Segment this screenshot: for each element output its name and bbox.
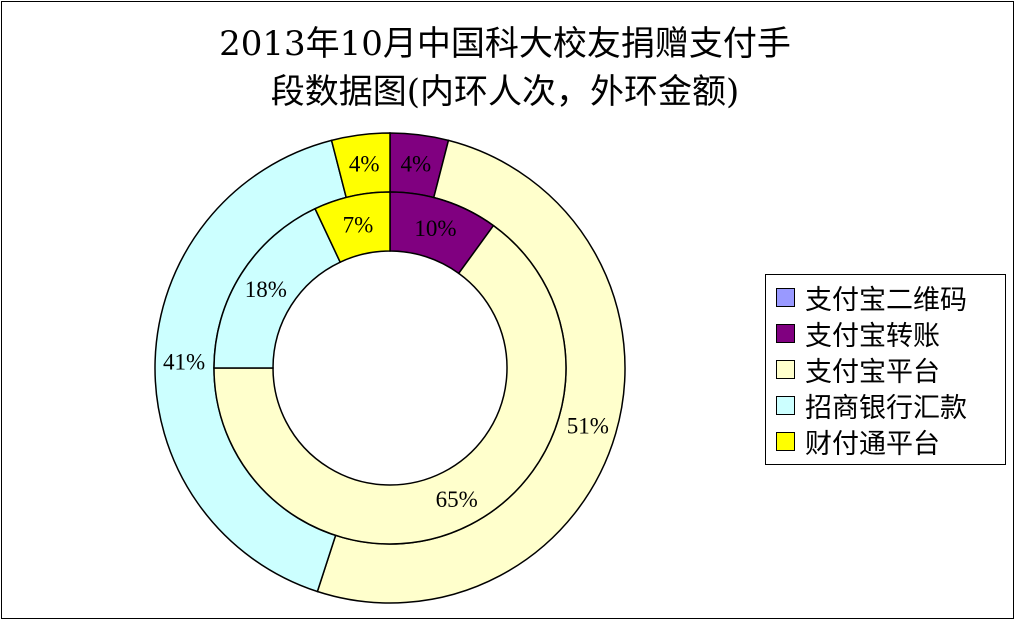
chart-title: 2013年10月中国科大校友捐赠支付手 段数据图(内环人次，外环金额) (140, 20, 870, 116)
data-label: 4% (400, 152, 431, 177)
chart-legend: 支付宝二维码 支付宝转账 支付宝平台 招商银行汇款 财付通平台 (765, 274, 1006, 465)
legend-label: 财付通平台 (805, 428, 940, 460)
legend-label: 招商银行汇款 (805, 392, 967, 424)
data-label: 4% (349, 152, 380, 177)
data-label: 41% (163, 350, 205, 375)
data-label: 18% (245, 277, 287, 302)
legend-swatch (776, 359, 795, 379)
data-label: 65% (436, 487, 478, 512)
legend-swatch (776, 287, 795, 307)
donut-slice (213, 224, 567, 545)
chart-title-line-2: 段数据图(内环人次，外环金额) (270, 72, 740, 112)
legend-label: 支付宝平台 (805, 356, 940, 388)
legend-label: 支付宝二维码 (805, 284, 967, 316)
legend-item: 支付宝二维码 (776, 279, 1005, 316)
data-label: 51% (567, 413, 609, 438)
data-label: 10% (414, 216, 456, 241)
legend-item: 财付通平台 (776, 423, 1005, 460)
legend-swatch (776, 395, 795, 415)
legend-swatch (776, 431, 795, 451)
donut-slice (314, 191, 391, 264)
legend-item: 支付宝平台 (776, 351, 1005, 388)
legend-item: 支付宝转账 (776, 315, 1005, 352)
legend-item: 招商银行汇款 (776, 387, 1005, 424)
legend-swatch (776, 323, 795, 343)
data-label: 7% (343, 213, 374, 238)
legend-label: 支付宝转账 (805, 320, 940, 352)
chart-title-line-1: 2013年10月中国科大校友捐赠支付手 (219, 24, 791, 64)
